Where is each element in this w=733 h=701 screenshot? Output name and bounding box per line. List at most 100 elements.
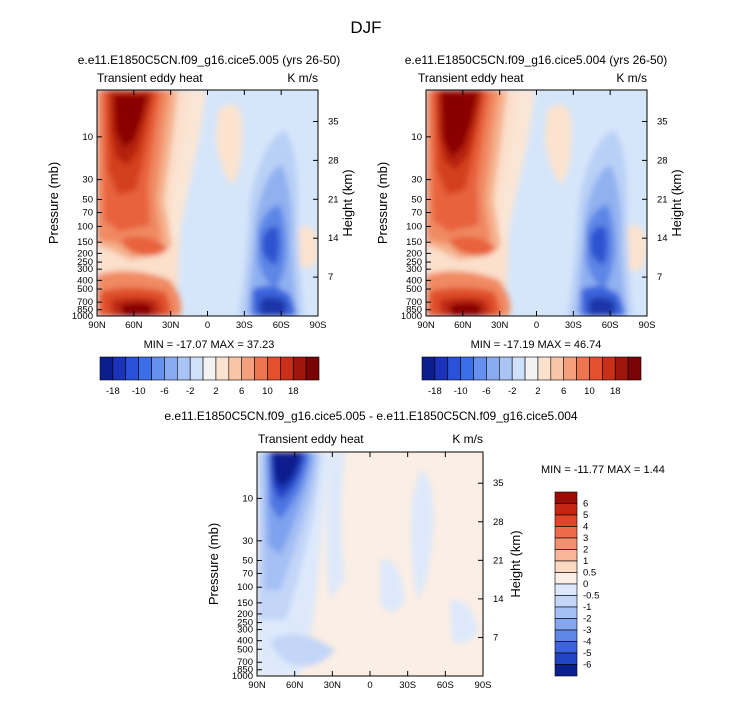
panel-right-minmax: MIN = -17.19 MAX = 46.74 bbox=[471, 339, 602, 351]
panel-right-ytick-label: 250 bbox=[406, 257, 422, 268]
panel-right-xtick-label: 30S bbox=[565, 320, 582, 331]
colorbar-left-swatch bbox=[267, 356, 281, 381]
colorbar-left-swatch bbox=[189, 356, 204, 381]
panel-diff-ytick-label: 70 bbox=[242, 568, 253, 579]
colorbar-right-label: 10 bbox=[584, 386, 595, 397]
colorbar-left-label: -18 bbox=[106, 386, 120, 397]
colorbar-diff-swatch bbox=[554, 503, 578, 516]
colorbar-left-swatch bbox=[228, 356, 243, 381]
panel-diff: e.e11.E1850C5CN.f09_g16.cice5.005 - e.e1… bbox=[164, 409, 665, 691]
colorbar-diff-swatch bbox=[554, 595, 578, 608]
panel-right-ytick-label: 500 bbox=[406, 284, 422, 295]
colorbar-right-swatch bbox=[447, 356, 461, 381]
colorbar-left-swatch bbox=[241, 356, 255, 381]
colorbar-left-label: 2 bbox=[213, 386, 218, 397]
panel-left-ytick-label: 70 bbox=[82, 208, 93, 219]
panel-diff-ytick-label: 250 bbox=[237, 618, 253, 629]
colorbar-diff-swatch bbox=[554, 549, 578, 562]
panel-right-ytick-label: 30 bbox=[411, 175, 422, 186]
panel-left-ytick-label: 50 bbox=[82, 194, 93, 205]
panel-diff-height-tick-label: 21 bbox=[493, 555, 504, 566]
colorbar-right-label: 6 bbox=[561, 386, 566, 397]
panel-diff-xtick-label: 60S bbox=[437, 680, 454, 691]
panel-right-height-tick-label: 14 bbox=[657, 233, 668, 244]
colorbar-diff-label: 5 bbox=[583, 510, 588, 521]
colorbar-diff-label: 0.5 bbox=[583, 568, 596, 579]
panel-right-units: K m/s bbox=[616, 71, 647, 85]
panel-left-ytick-label: 300 bbox=[77, 264, 93, 275]
panel-left-xtick-label: 90S bbox=[310, 320, 327, 331]
colorbar-left-swatch bbox=[202, 356, 217, 381]
panel-right-xtick-label: 90S bbox=[639, 320, 656, 331]
panel-diff-contours bbox=[257, 452, 483, 676]
colorbar-right-swatch bbox=[589, 356, 603, 381]
colorbar-right-swatch bbox=[550, 356, 565, 381]
colorbar-right-swatch bbox=[421, 356, 436, 381]
panel-left-height-tick-label: 35 bbox=[328, 116, 339, 127]
panel-right-xtick-label: 0 bbox=[534, 320, 539, 331]
colorbar-right-label: 2 bbox=[535, 386, 540, 397]
colorbar-left-label: 18 bbox=[288, 386, 299, 397]
colorbar-right-label: -18 bbox=[428, 386, 442, 397]
panel-diff-xtick-label: 0 bbox=[367, 680, 372, 691]
colorbar-right-swatch bbox=[498, 356, 513, 381]
panel-diff-height-tick-label: 28 bbox=[493, 517, 504, 528]
panel-right-contours bbox=[426, 90, 647, 316]
panel-diff-height-tick-label: 14 bbox=[493, 594, 504, 605]
colorbar-diff-label: 6 bbox=[583, 499, 588, 510]
colorbar-left-swatch bbox=[215, 356, 230, 381]
colorbar-left-swatch bbox=[125, 356, 139, 381]
colorbar-right-swatch bbox=[473, 356, 487, 381]
panel-left-ytick-label: 500 bbox=[77, 284, 93, 295]
panel-diff-xtick-label: 30S bbox=[399, 680, 416, 691]
colorbar-right-swatch bbox=[537, 356, 552, 381]
colorbar-left-swatch bbox=[176, 356, 191, 381]
colorbar-right-swatch bbox=[434, 356, 449, 381]
panel-left-xtick-label: 30N bbox=[162, 320, 180, 331]
panel-right-ytick-label: 200 bbox=[406, 248, 422, 259]
panel-left-xtick-label: 90N bbox=[88, 320, 106, 331]
colorbar-diff-label: -1 bbox=[583, 602, 591, 613]
panel-diff-ytick-label: 300 bbox=[237, 625, 253, 636]
panel-right-ytick-label: 1000 bbox=[401, 311, 422, 322]
colorbar-diff-swatch bbox=[554, 664, 578, 677]
panel-right-ytick-label: 700 bbox=[406, 297, 422, 308]
panel-right-ytick-label: 400 bbox=[406, 275, 422, 286]
panel-diff-xtick-label: 60N bbox=[286, 680, 304, 691]
panel-diff-ytick-label: 200 bbox=[237, 609, 253, 620]
colorbar-left-label: -2 bbox=[186, 386, 194, 397]
colorbar-left: -18 -10 -6 -2 2 6 10 18 bbox=[99, 356, 320, 397]
colorbar-diff-label: -3 bbox=[583, 625, 591, 636]
panel-right-title: e.e11.E1850C5CN.f09_g16.cice5.004 (yrs 2… bbox=[405, 53, 668, 67]
colorbar-diff-label: 1 bbox=[583, 556, 588, 567]
panel-right-ylabel: Pressure (mb) bbox=[375, 162, 390, 244]
colorbar-right: -18 -10 -6 -2 2 6 10 18 bbox=[421, 356, 642, 397]
panel-left-title: e.e11.E1850C5CN.f09_g16.cice5.005 (yrs 2… bbox=[78, 53, 341, 67]
colorbar-diff-label: -5 bbox=[583, 648, 591, 659]
panel-left: e.e11.E1850C5CN.f09_g16.cice5.005 (yrs 2… bbox=[46, 53, 355, 351]
panel-right-xtick-label: 90N bbox=[417, 320, 435, 331]
colorbar-right-swatch bbox=[563, 356, 577, 381]
panel-diff-xtick-label: 90N bbox=[248, 680, 266, 691]
colorbar-right-swatch bbox=[614, 356, 629, 381]
colorbar-diff-swatch bbox=[554, 652, 578, 665]
colorbar-right-label: -10 bbox=[454, 386, 468, 397]
panel-right-height-tick-label: 7 bbox=[657, 272, 662, 283]
colorbar-right-label: 18 bbox=[610, 386, 621, 397]
panel-right-variable-label: Transient eddy heat bbox=[418, 71, 524, 85]
panel-right: e.e11.E1850C5CN.f09_g16.cice5.004 (yrs 2… bbox=[375, 53, 684, 351]
panel-diff-xtick-label: 90S bbox=[475, 680, 492, 691]
colorbar-right-swatch bbox=[524, 356, 539, 381]
colorbar-diff-swatch bbox=[554, 641, 578, 654]
colorbar-left-swatch bbox=[151, 356, 165, 381]
panel-left-ytick-label: 850 bbox=[77, 305, 93, 316]
colorbar-left-swatch bbox=[305, 356, 320, 381]
panel-left-height-tick-label: 14 bbox=[328, 233, 339, 244]
panel-diff-ytick-label: 100 bbox=[237, 582, 253, 593]
colorbar-diff-swatch bbox=[554, 514, 578, 527]
panel-left-xtick-label: 0 bbox=[205, 320, 210, 331]
colorbar-left-label: 6 bbox=[239, 386, 244, 397]
panel-left-variable-label: Transient eddy heat bbox=[97, 71, 203, 85]
colorbar-diff-label: -6 bbox=[583, 660, 591, 671]
